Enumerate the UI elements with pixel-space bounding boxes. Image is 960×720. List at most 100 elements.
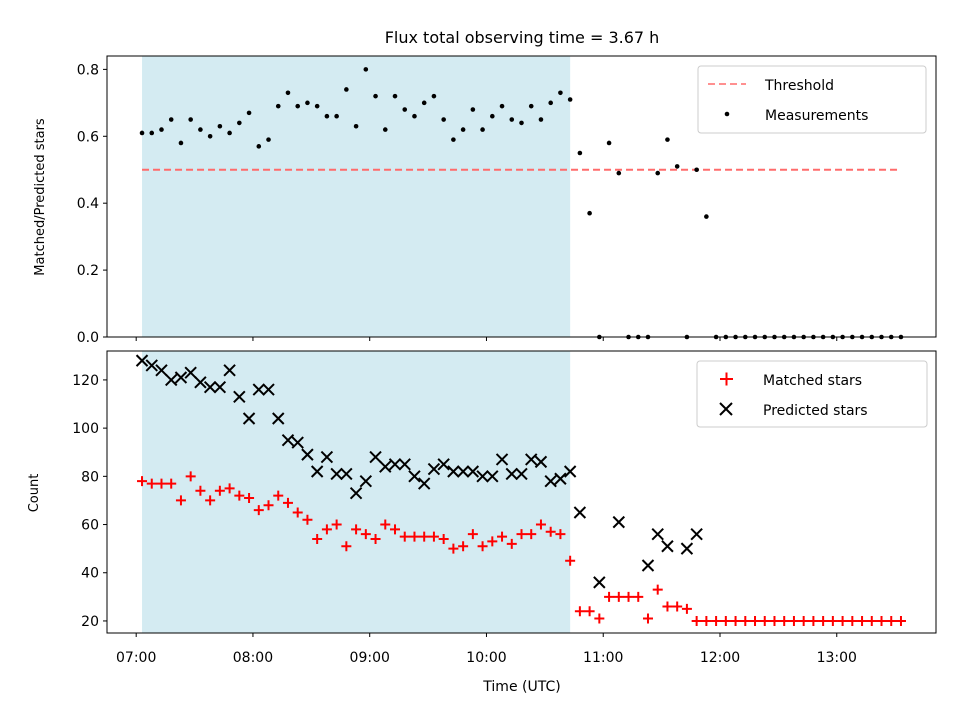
predicted-stars-point xyxy=(437,458,450,471)
measurement-point xyxy=(480,127,485,132)
matched-stars-point xyxy=(506,538,517,549)
matched-legend-label: Matched stars xyxy=(763,373,862,389)
matched-stars-point xyxy=(837,615,848,626)
matched-stars-point xyxy=(672,601,683,612)
predicted-stars-point xyxy=(427,462,441,476)
measurement-point xyxy=(451,137,456,142)
matched-stars-point xyxy=(156,478,167,489)
measurement-point xyxy=(694,167,699,173)
measurement-point xyxy=(295,103,301,109)
matched-stars-point xyxy=(594,613,605,624)
predicted-stars-point xyxy=(447,465,460,478)
matched-stars-point xyxy=(244,493,255,504)
matched-stars-point xyxy=(623,591,634,602)
matched-stars-point xyxy=(234,490,245,501)
bottom-y-axis-label: Count xyxy=(27,474,42,513)
measurement-point xyxy=(704,214,709,219)
measurement-point xyxy=(567,97,573,102)
predicted-stars-point xyxy=(641,559,655,572)
predicted-stars-point xyxy=(495,453,509,466)
measurement-point xyxy=(528,103,534,109)
top-legend: Threshold Measurements xyxy=(697,65,927,134)
measurement-point xyxy=(188,117,193,122)
bottom-plot-frame xyxy=(106,350,937,634)
predicted-stars-point xyxy=(505,467,518,481)
matched-stars-point xyxy=(516,529,527,540)
matched-stars-point xyxy=(788,615,799,626)
measurement-point xyxy=(363,67,369,72)
matched-stars-point xyxy=(370,534,381,544)
bottom-y-tick-label: 120 xyxy=(72,373,99,389)
matched-stars-point xyxy=(876,615,887,626)
matched-stars-point xyxy=(175,495,186,506)
predicted-stars-point xyxy=(680,542,694,555)
predicted-stars-point xyxy=(301,448,314,461)
x-tick-label: 08:00 xyxy=(233,650,273,666)
predicted-stars-point xyxy=(651,527,664,541)
predicted-stars-point xyxy=(145,359,158,372)
predicted-stars-point xyxy=(174,371,188,384)
measurement-point xyxy=(431,93,437,99)
measurement-point xyxy=(314,103,320,109)
measurement-point xyxy=(266,137,271,142)
matched-stars-point xyxy=(195,485,206,496)
measurement-point xyxy=(334,113,339,119)
measurement-point xyxy=(558,90,563,96)
measurement-point xyxy=(460,127,466,132)
predicted-stars-point xyxy=(554,472,567,485)
matched-stars-point xyxy=(769,615,780,626)
measurement-point xyxy=(577,150,583,156)
matched-stars-point xyxy=(253,505,264,516)
matched-stars-point xyxy=(448,543,459,554)
predicted-stars-point xyxy=(525,453,538,466)
matched-stars-point xyxy=(137,476,148,487)
matched-stars-point xyxy=(847,615,858,626)
measurement-point xyxy=(353,123,359,129)
measurement-point xyxy=(246,110,252,116)
matched-stars-point xyxy=(341,541,352,552)
matched-stars-point xyxy=(205,495,216,506)
measurement-point xyxy=(275,103,281,109)
matched-stars-point xyxy=(467,529,478,540)
matched-stars-point xyxy=(487,536,498,547)
predicted-stars-point xyxy=(690,527,703,541)
matched-stars-point xyxy=(263,500,274,511)
predicted-stars-point xyxy=(320,450,334,464)
matched-stars-point xyxy=(497,531,508,542)
matched-stars-point xyxy=(526,529,537,540)
matched-stars-point xyxy=(691,615,702,626)
matched-stars-point xyxy=(740,615,751,626)
top-panel: 0.00.20.40.60.8 Matched/Predicted stars … xyxy=(33,55,937,346)
predicted-stars-point xyxy=(135,354,149,367)
matched-stars-point xyxy=(399,531,410,542)
measurement-point xyxy=(324,113,330,119)
matched-stars-point xyxy=(214,485,225,496)
matched-stars-point xyxy=(779,615,790,626)
matched-stars-point xyxy=(565,555,576,566)
matched-stars-point xyxy=(419,531,430,542)
figure-title: Flux total observing time = 3.67 h xyxy=(385,28,660,47)
matched-stars-point xyxy=(701,615,712,626)
matched-stars-point xyxy=(185,471,196,482)
measurement-point xyxy=(499,103,505,109)
measurement-point xyxy=(227,130,232,136)
matched-stars-point xyxy=(886,615,897,626)
measurement-point xyxy=(412,113,417,119)
top-observing-span xyxy=(142,56,571,337)
predicted-stars-point xyxy=(369,450,382,464)
predicted-stars-point xyxy=(223,364,236,377)
predicted-legend-marker xyxy=(719,402,733,416)
measurement-point xyxy=(421,100,427,106)
predicted-stars-point xyxy=(184,366,197,379)
measurement-point xyxy=(606,140,612,146)
bottom-y-tick-label: 80 xyxy=(81,469,99,485)
matched-stars-point xyxy=(633,591,644,602)
matched-stars-point xyxy=(438,534,449,544)
matched-stars-point xyxy=(292,507,303,518)
matched-stars-point xyxy=(282,497,293,508)
bottom-legend-box xyxy=(696,360,928,428)
matched-stars-point xyxy=(224,483,235,494)
top-y-tick-label: 0.6 xyxy=(77,129,99,145)
top-plot-frame xyxy=(106,55,937,338)
matched-stars-point xyxy=(720,615,731,626)
